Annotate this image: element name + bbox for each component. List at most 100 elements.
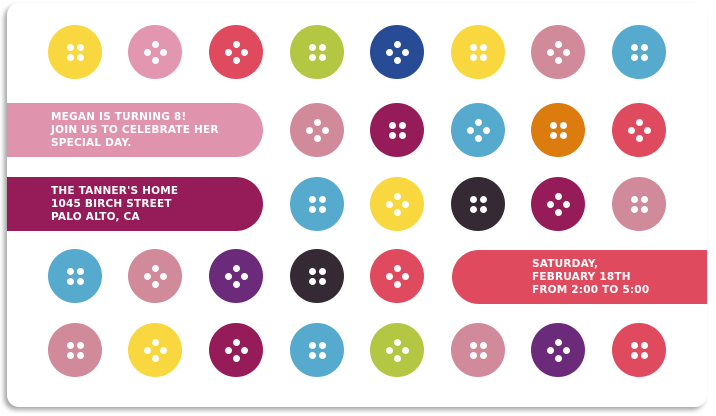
button-hole <box>308 351 316 359</box>
button-hole <box>66 341 74 349</box>
sewing-button-icon <box>531 323 585 377</box>
button-hole <box>479 205 487 213</box>
sewing-button-icon <box>612 177 666 231</box>
button-hole <box>308 277 316 285</box>
button-hole <box>232 280 240 288</box>
greeting-banner: MEGAN IS TURNING 8! JOIN US TO CELEBRATE… <box>7 103 263 157</box>
button-hole <box>554 338 562 346</box>
location-line: PALO ALTO, CA <box>51 210 140 223</box>
button-hole <box>630 43 638 51</box>
button-hole <box>76 277 84 285</box>
button-hole <box>554 56 562 64</box>
button-hole <box>151 338 159 346</box>
button-hole <box>635 134 643 142</box>
button-hole <box>401 272 409 280</box>
button-hole <box>151 280 159 288</box>
button-hole <box>640 195 648 203</box>
button-hole <box>643 126 651 134</box>
location-banner: THE TANNER'S HOME 1045 BIRCH STREET PALO… <box>7 177 263 231</box>
button-hole <box>393 192 401 200</box>
button-hole <box>554 354 562 362</box>
button-hole <box>469 351 477 359</box>
invitation-card: MEGAN IS TURNING 8! JOIN US TO CELEBRATE… <box>7 3 707 407</box>
button-hole <box>318 53 326 61</box>
button-hole <box>159 346 167 354</box>
button-hole <box>321 126 329 134</box>
sewing-button-icon <box>370 25 424 79</box>
button-hole <box>159 48 167 56</box>
button-hole <box>224 346 232 354</box>
location-line: THE TANNER'S HOME <box>51 184 179 197</box>
button-hole <box>318 195 326 203</box>
sewing-button-icon <box>290 177 344 231</box>
button-hole <box>630 351 638 359</box>
sewing-button-icon <box>290 103 344 157</box>
sewing-button-icon <box>370 103 424 157</box>
sewing-button-icon <box>451 103 505 157</box>
button-hole <box>630 195 638 203</box>
datetime-line: SATURDAY, <box>532 257 599 270</box>
button-hole <box>546 200 554 208</box>
button-hole <box>546 48 554 56</box>
button-hole <box>401 200 409 208</box>
button-hole <box>305 126 313 134</box>
greeting-line: JOIN US TO CELEBRATE HER <box>51 123 219 136</box>
sewing-button-icon <box>612 103 666 157</box>
button-hole <box>466 126 474 134</box>
button-hole <box>151 40 159 48</box>
sewing-button-icon <box>531 25 585 79</box>
button-hole <box>393 354 401 362</box>
button-hole <box>66 351 74 359</box>
button-hole <box>143 346 151 354</box>
sewing-button-icon <box>48 249 102 303</box>
button-hole <box>630 53 638 61</box>
button-hole <box>640 205 648 213</box>
datetime-banner: SATURDAY, FEBRUARY 18TH FROM 2:00 TO 5:0… <box>452 250 707 304</box>
button-hole <box>562 346 570 354</box>
button-hole <box>308 341 316 349</box>
button-hole <box>562 200 570 208</box>
sewing-button-icon <box>531 103 585 157</box>
button-hole <box>232 338 240 346</box>
datetime-line: FROM 2:00 TO 5:00 <box>532 283 650 296</box>
button-hole <box>640 341 648 349</box>
button-hole <box>393 208 401 216</box>
button-hole <box>240 346 248 354</box>
button-hole <box>385 272 393 280</box>
button-hole <box>469 195 477 203</box>
button-hole <box>549 131 557 139</box>
button-hole <box>388 131 396 139</box>
sewing-button-icon <box>48 25 102 79</box>
button-hole <box>318 277 326 285</box>
button-hole <box>385 346 393 354</box>
button-hole <box>318 205 326 213</box>
button-hole <box>393 40 401 48</box>
button-hole <box>240 272 248 280</box>
button-hole <box>308 195 316 203</box>
button-hole <box>318 43 326 51</box>
button-hole <box>393 56 401 64</box>
button-hole <box>559 131 567 139</box>
button-hole <box>308 205 316 213</box>
button-hole <box>549 121 557 129</box>
sewing-button-icon <box>290 323 344 377</box>
sewing-button-icon <box>612 323 666 377</box>
button-hole <box>469 341 477 349</box>
button-hole <box>76 267 84 275</box>
button-hole <box>76 341 84 349</box>
button-hole <box>318 267 326 275</box>
button-hole <box>232 264 240 272</box>
button-hole <box>474 134 482 142</box>
sewing-button-icon <box>290 249 344 303</box>
button-hole <box>159 272 167 280</box>
button-hole <box>143 48 151 56</box>
button-hole <box>559 121 567 129</box>
button-hole <box>76 53 84 61</box>
button-hole <box>240 48 248 56</box>
button-hole <box>562 48 570 56</box>
button-hole <box>66 277 74 285</box>
location-line: 1045 BIRCH STREET <box>51 197 172 210</box>
button-hole <box>627 126 635 134</box>
button-hole <box>479 351 487 359</box>
button-hole <box>640 43 648 51</box>
